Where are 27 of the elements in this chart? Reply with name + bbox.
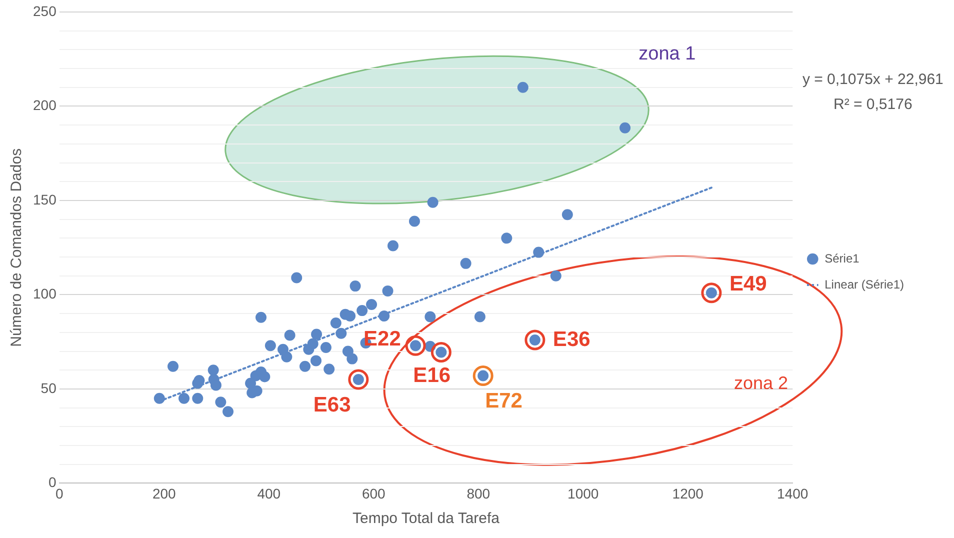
y-tick-label: 50	[40, 380, 57, 396]
annotation: zona 2	[734, 373, 788, 394]
y-axis-title: Número de Comandos Dados	[8, 148, 26, 347]
x-tick-label: 800	[466, 485, 490, 502]
y-tick-label: 100	[33, 286, 57, 302]
y-tick-label: 150	[33, 191, 57, 208]
text: y = 0,1075x + 22,961	[802, 71, 944, 88]
legend-label: Série1	[824, 251, 860, 266]
y-tick-label: 200	[33, 97, 57, 114]
x-tick-label: 1000	[568, 485, 599, 502]
y-tick-label: 0	[48, 474, 57, 490]
annotation: E63	[313, 393, 351, 416]
annotation: E22	[364, 327, 401, 350]
annotation: zona 1	[638, 44, 696, 65]
x-tick-label: 600	[362, 485, 386, 502]
x-tick-label: 200	[152, 485, 176, 502]
x-tick-label: 1400	[777, 485, 808, 502]
x-tick-label: 400	[257, 485, 281, 502]
annotation: E16	[413, 364, 451, 388]
annotation: E49	[729, 272, 767, 296]
annotation: E72	[485, 390, 522, 413]
y-tick-label: 250	[33, 2, 57, 19]
x-axis-title: Tempo Total da Tarefa	[352, 510, 500, 528]
legend-label: Linear (Série1)	[824, 277, 904, 292]
text: R² = 0,5176	[834, 96, 912, 114]
annotation: E36	[552, 328, 590, 351]
x-tick-label: 1200	[672, 485, 704, 502]
